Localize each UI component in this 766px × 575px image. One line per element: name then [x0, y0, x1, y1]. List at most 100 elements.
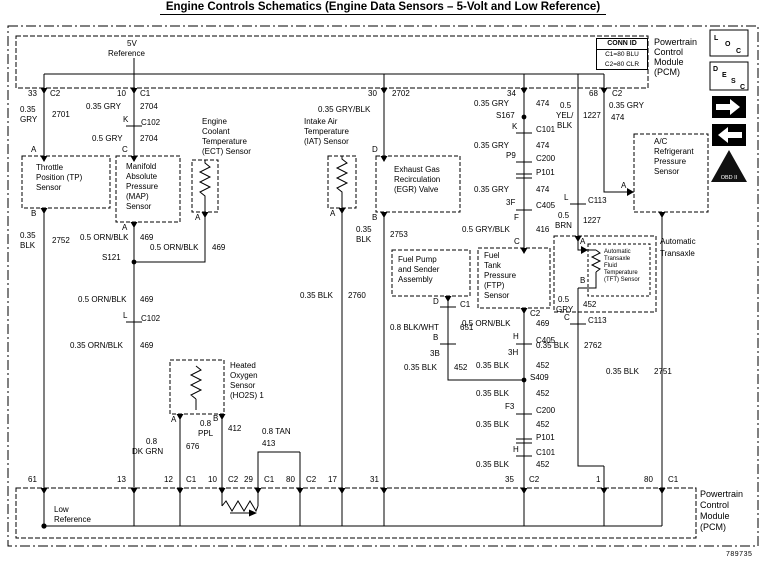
connector-id: C2: [612, 89, 623, 98]
component-label: Coolant: [202, 127, 230, 136]
component-label: (IAT) Sensor: [304, 137, 349, 146]
component-label: Automatic: [604, 249, 631, 255]
pin-letter: A: [580, 237, 586, 246]
pin-letter: C: [514, 237, 520, 246]
wire-label: 2704: [140, 134, 158, 143]
component-label: Oxygen: [230, 371, 258, 380]
conn-id-table: CONN ID C1=80 BLU C2=80 CLR: [596, 38, 648, 70]
wire-label: 0.35 GRY: [86, 102, 121, 111]
wire-label: 1227: [583, 216, 601, 225]
wire-label: 5V: [127, 39, 137, 48]
wire-label: 0.8 BLK/WHT: [390, 323, 439, 332]
conn-id-header: CONN ID: [597, 39, 647, 51]
component-label: Sensor: [484, 291, 510, 300]
pin-letter: F: [514, 213, 519, 222]
wire-label: 452: [536, 361, 550, 370]
pin-number: 68: [589, 89, 598, 98]
wire-label: 0.35 BLK: [476, 389, 509, 398]
map-sensor-box: [115, 155, 181, 223]
desc-icon-letter: S: [731, 78, 736, 85]
component-label: (MAP): [126, 192, 149, 201]
wire-label: 2762: [584, 341, 602, 350]
pin-letter: K: [512, 122, 518, 131]
wire-label: Reference: [54, 515, 91, 524]
wire-label: 0.8 TAN: [262, 427, 291, 436]
pin-letter: A: [122, 223, 128, 232]
component-label: (HO2S) 1: [230, 391, 264, 400]
wire-label: 0.35 GRY: [474, 185, 509, 194]
pin-letter: A: [330, 209, 336, 218]
wire-label: 469: [212, 243, 226, 252]
connector-id: C101: [536, 448, 556, 457]
pin-letter: A: [171, 415, 177, 424]
component-label: Fuel: [484, 251, 500, 260]
pin-letter: L: [123, 311, 128, 320]
wire-label: 469: [536, 319, 550, 328]
connector-id: C2: [529, 475, 540, 484]
outer-frame: [7, 25, 759, 547]
pin-number: 29: [244, 475, 253, 484]
pcm-top-label: Module: [654, 57, 684, 67]
wire-label: 469: [140, 295, 154, 304]
pin-number: 10: [208, 475, 217, 484]
wire-label: 0.5 GRY: [92, 134, 123, 143]
wire-label: YEL/: [556, 111, 574, 120]
wire-label: 2753: [390, 230, 408, 239]
wire-label: 0.35 BLK: [536, 341, 569, 350]
component-label: Temperature: [604, 270, 638, 276]
component-label: Pressure: [654, 157, 687, 166]
desc-icon-letter: E: [722, 72, 727, 79]
connector-id: C200: [536, 406, 556, 415]
wire-label: 416: [536, 225, 550, 234]
wire-label: 469: [140, 341, 154, 350]
wire-label: 452: [454, 363, 468, 372]
wire-label: 474: [536, 99, 550, 108]
drawing-number: 789735: [726, 551, 753, 558]
wire-label: 0.5: [558, 295, 570, 304]
conn-id-row-c1: C1=80 BLU: [605, 51, 639, 59]
desc-icon-letter: D: [713, 66, 718, 73]
component-label: Sensor: [654, 167, 680, 176]
conn-id-row-c2: C2=80 CLR: [604, 60, 640, 68]
wire-label: 0.35 GRY: [474, 141, 509, 150]
wire-label: 2704: [140, 102, 158, 111]
connector-id: C405: [536, 201, 556, 210]
connector-id: C1: [668, 475, 679, 484]
component-label: Absolute: [126, 172, 158, 181]
wire-label: 469: [140, 233, 154, 242]
wire-label: 0.8: [200, 419, 212, 428]
connector-id: P101: [536, 168, 555, 177]
component-label: (EGR) Valve: [394, 185, 439, 194]
component-label: (TFT) Sensor: [604, 277, 640, 283]
ftp-sensor-box: [477, 247, 551, 309]
wire-label: 0.35: [20, 105, 36, 114]
wire-label: 0.5: [558, 211, 570, 220]
pin-number: 30: [368, 89, 377, 98]
wire-label: BLK: [557, 121, 573, 130]
component-label: Sensor: [126, 202, 152, 211]
pin-letter: K: [123, 115, 129, 124]
component-label: Position (TP): [36, 173, 83, 182]
wire-label: 452: [536, 460, 550, 469]
component-label: Exhaust Gas: [394, 165, 440, 174]
component-label: Refrigerant: [654, 147, 694, 156]
loc-icon-letter: L: [714, 35, 719, 42]
pin-letter: A: [621, 181, 627, 190]
pin-letter: D: [372, 145, 378, 154]
pin-number: 10: [117, 89, 126, 98]
margin-icons: L O C D E S C OBD II: [709, 29, 749, 182]
wire-label: 413: [262, 439, 276, 448]
connector-id: C113: [588, 316, 607, 325]
connector-id: P101: [536, 433, 555, 442]
wire-label: BLK: [356, 235, 372, 244]
wire-label: 0.35 GRY: [474, 99, 509, 108]
wire-label: 474: [536, 141, 550, 150]
pin-letter: D: [433, 297, 439, 306]
pcm-bottom-box: [15, 487, 697, 539]
loc-icon: [709, 29, 749, 57]
pin-number: 80: [286, 475, 295, 484]
connector-id: C102: [141, 118, 161, 127]
component-label: Temperature: [304, 127, 349, 136]
wire-label: 474: [536, 185, 550, 194]
